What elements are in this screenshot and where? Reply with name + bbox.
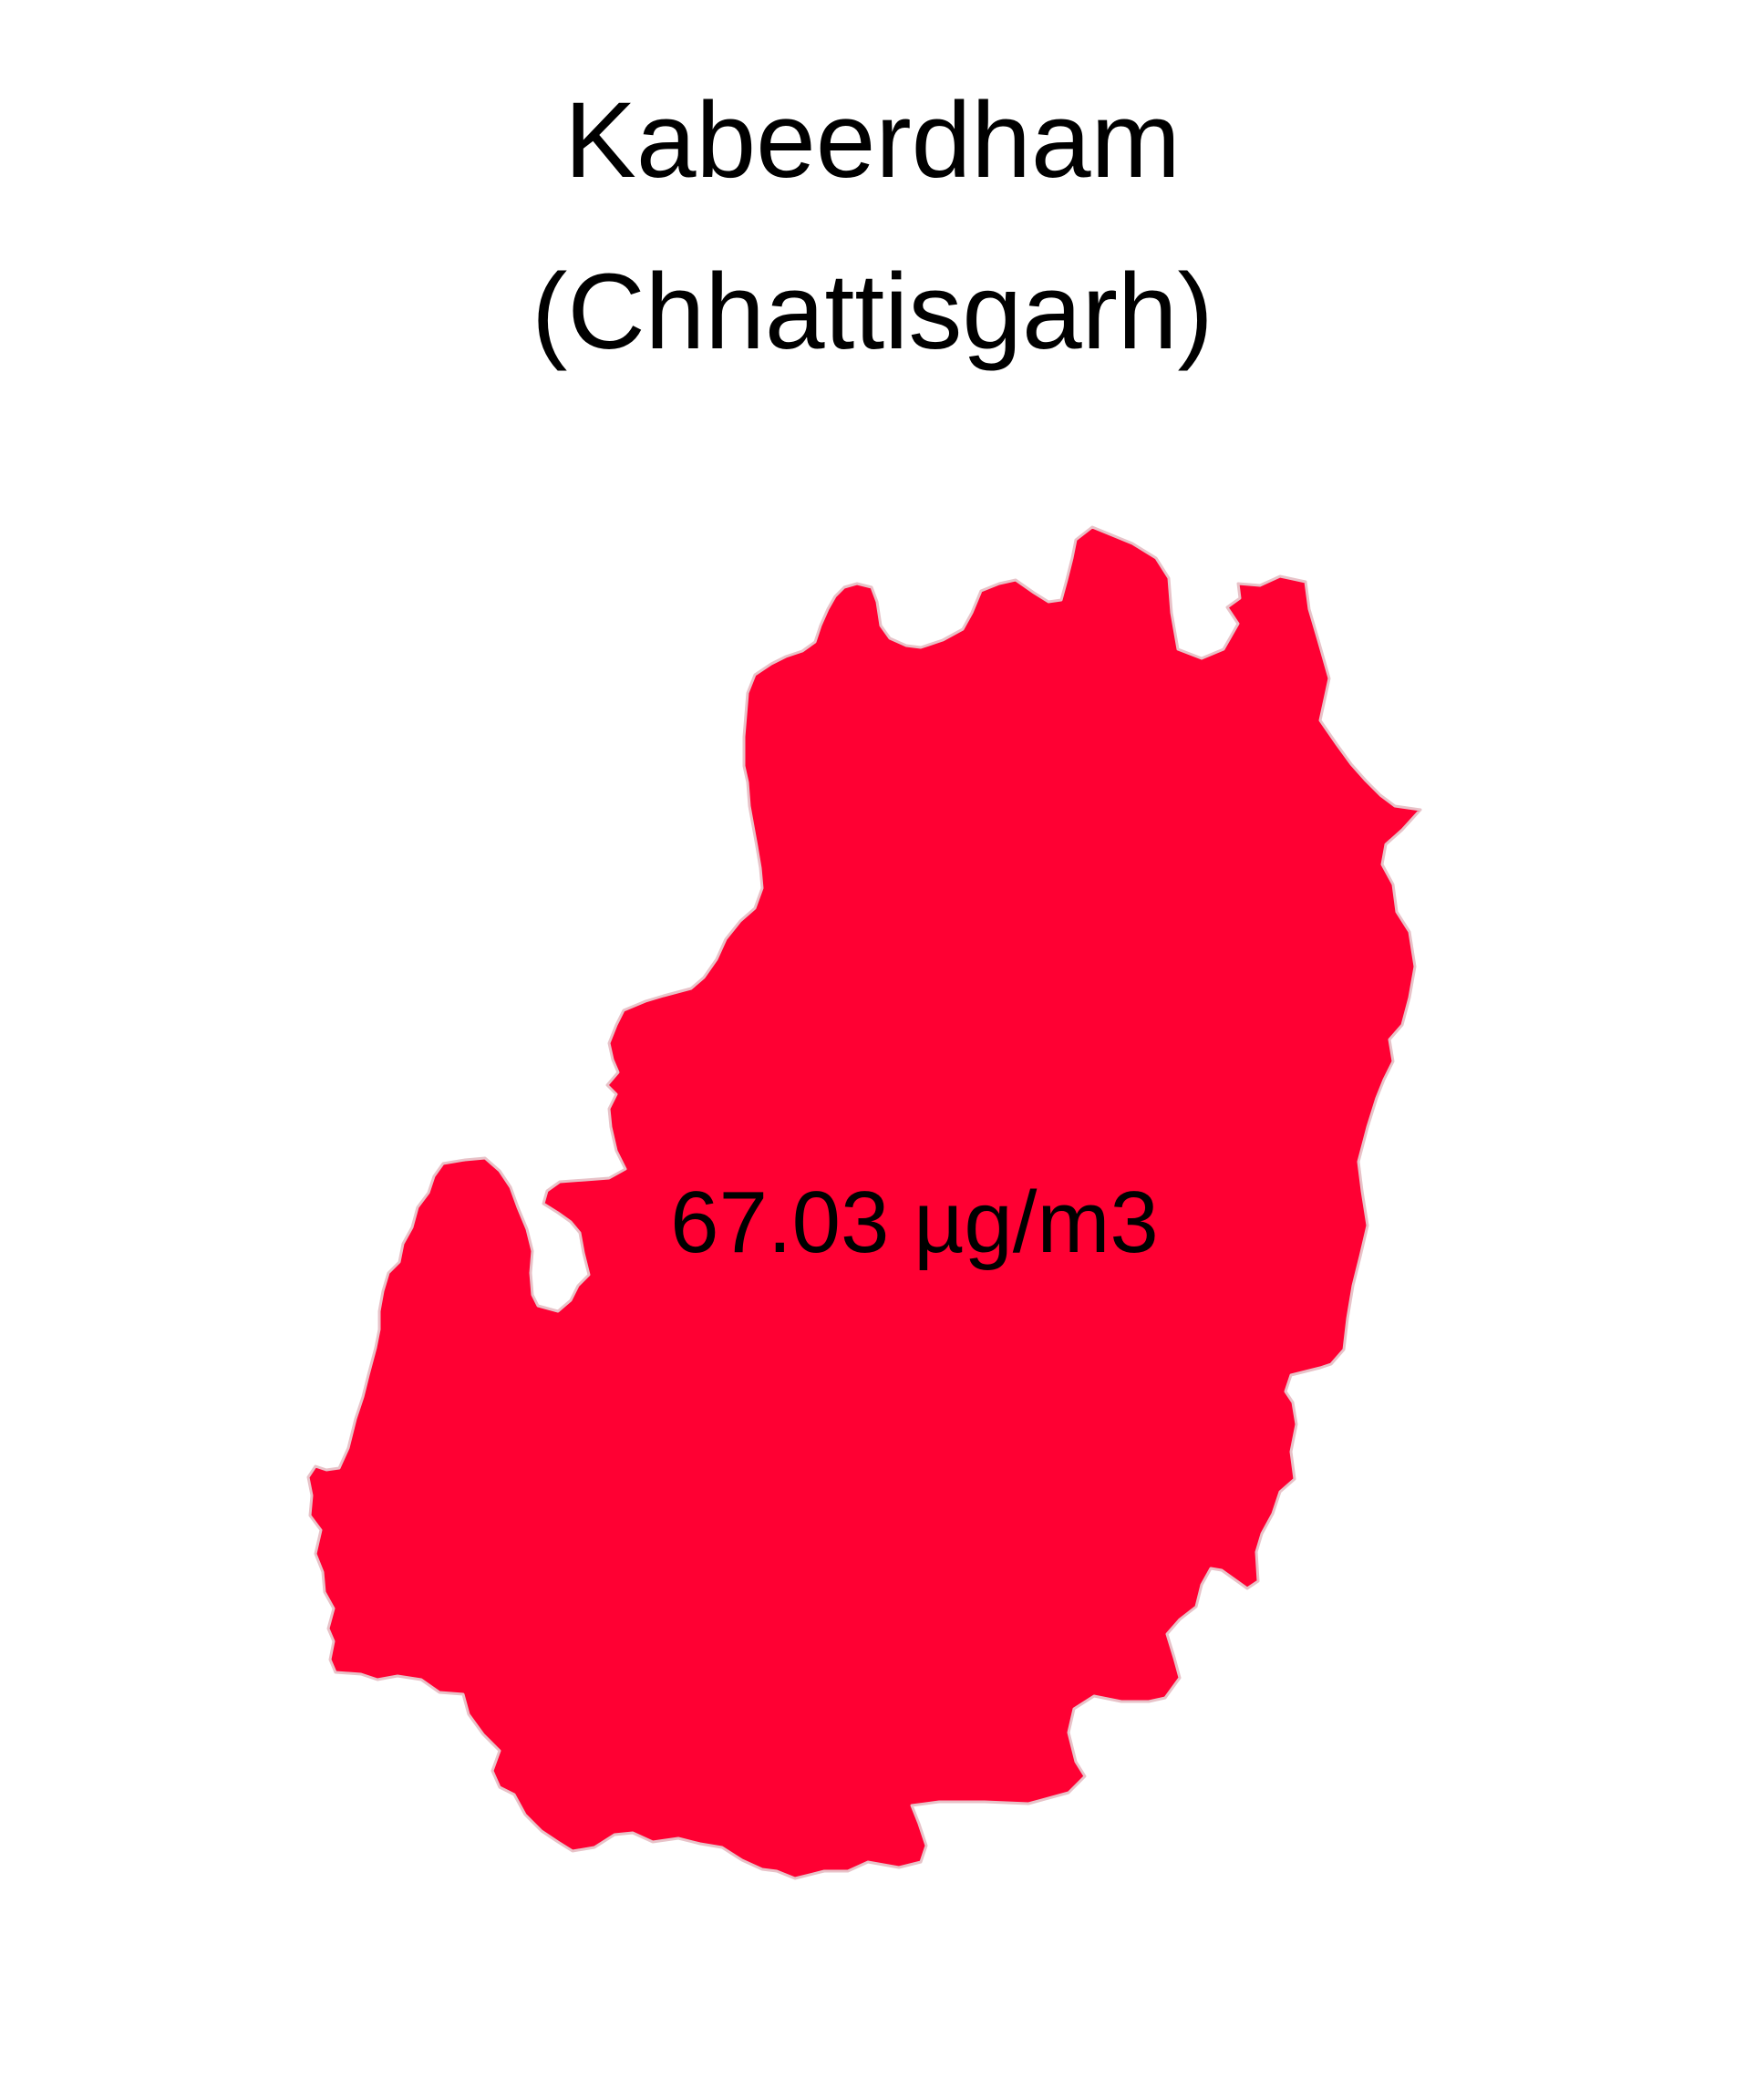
map-title-state: (Chhattisgarh) <box>532 252 1213 372</box>
district-shape-kabeerdham <box>306 525 1422 1880</box>
region-value-label: 67.03 µg/m3 <box>670 1174 1159 1271</box>
map-title: Kabeerdham (Chhattisgarh) <box>0 55 1745 398</box>
map-title-district: Kabeerdham <box>564 80 1181 201</box>
